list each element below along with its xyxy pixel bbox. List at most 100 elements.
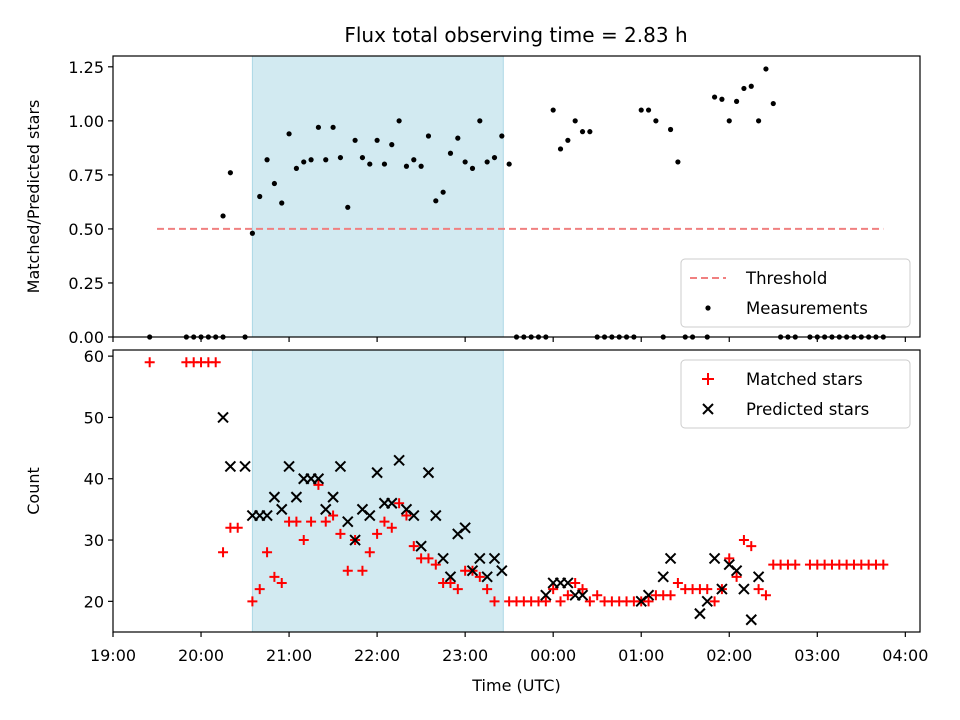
matched-star-point [423, 553, 434, 564]
measurement-point [389, 142, 395, 148]
measurement-point [447, 150, 454, 156]
matched-star-point [291, 516, 302, 527]
matched-star-point [372, 528, 383, 539]
predicted-star-point [745, 614, 757, 626]
predicted-star-point [327, 491, 339, 503]
measurement-point [499, 133, 505, 139]
matched-star-point [445, 577, 456, 588]
matched-star-point [489, 596, 500, 607]
matched-star-point [247, 596, 258, 607]
predicted-star-point [562, 577, 574, 589]
predicted-star-point [657, 571, 669, 583]
matched-star-point [665, 590, 676, 601]
matched-star-point [724, 553, 735, 564]
measurement-point [748, 83, 754, 89]
measurement-point [249, 230, 255, 236]
measurement-point [418, 163, 424, 169]
predicted-star-point [386, 497, 398, 509]
predicted-star-point [474, 552, 486, 565]
matched-star-point [320, 516, 331, 527]
predicted-star-point [320, 503, 332, 516]
matched-star-point [430, 559, 441, 570]
series-predicted-stars [217, 411, 765, 626]
predicted-star-point [290, 491, 303, 503]
predicted-star-point [701, 595, 713, 608]
measurement-point [396, 118, 402, 124]
measurement-point [440, 189, 446, 195]
y-tick-label: 0.75 [68, 166, 104, 185]
top-panel: 0.00 0.25 0.50 0.75 1.00 1.25 Matched/Predicte… [24, 55, 921, 347]
matched-star-point [577, 584, 588, 595]
predicted-star-point [342, 515, 354, 528]
matched-star-point [276, 577, 287, 588]
predicted-star-point [349, 534, 361, 546]
measurement-point [411, 157, 417, 163]
predicted-star-point [239, 460, 251, 473]
x-axis-label: Time (UTC) [471, 676, 560, 695]
x-tick-label: 00:00 [530, 646, 576, 665]
legend-box [680, 258, 911, 328]
measurement-point [572, 118, 578, 124]
measurement-point [315, 124, 322, 130]
matched-star-point [672, 577, 683, 588]
predicted-star-point [459, 522, 471, 534]
matched-star-point [878, 559, 889, 570]
matched-star-point [306, 516, 317, 527]
shaded-span [251, 55, 504, 338]
matched-star-point [357, 565, 368, 576]
matched-star-point [790, 559, 801, 570]
measurement-point [345, 204, 351, 210]
predicted-star-point [268, 491, 281, 503]
matched-star-point [218, 547, 229, 558]
measurement-point [506, 161, 512, 167]
axes-frame [112, 349, 921, 633]
measurement-point [741, 85, 747, 92]
measurement-point [645, 107, 652, 113]
predicted-star-point [642, 589, 655, 601]
measurement-point [579, 129, 586, 135]
predicted-star-point [694, 607, 706, 620]
matched-star-point [482, 584, 493, 595]
measurement-point [279, 200, 285, 206]
measurement-point [477, 118, 483, 124]
measurement-point [462, 159, 468, 165]
matched-star-point [144, 357, 155, 368]
measurement-point [675, 159, 681, 165]
y-tick-label: 40 [84, 470, 104, 489]
legend: Matched stars Predicted stars [680, 359, 911, 429]
predicted-star-point [430, 509, 442, 522]
predicted-star-point [217, 411, 229, 424]
matched-star-point [408, 541, 419, 552]
measurement-point [308, 157, 314, 163]
x-tick-label: 19:00 [90, 646, 136, 665]
x-tick-label: 02:00 [706, 646, 752, 665]
measurement-point [711, 94, 718, 100]
measurement-point [271, 180, 277, 187]
matched-star-point [746, 541, 757, 552]
predicted-star-point [334, 460, 347, 473]
predicted-star-point [664, 552, 677, 565]
matched-star-point [452, 584, 463, 595]
measurement-point [433, 198, 439, 204]
y-tick-label: 50 [84, 408, 104, 427]
predicted-star-point [437, 552, 449, 565]
predicted-star-point [364, 509, 376, 522]
shaded-span [251, 349, 504, 633]
matched-star-point [753, 584, 764, 595]
measurement-point [359, 154, 366, 161]
measurement-point [403, 163, 410, 169]
measurement-point [557, 146, 564, 152]
measurement-point [367, 161, 373, 167]
measurement-point [220, 213, 226, 219]
legend-measurement-marker [705, 305, 711, 311]
y-tick-label: 0.00 [68, 328, 104, 347]
measurement-point [719, 96, 725, 102]
measurement-point [337, 154, 344, 161]
matched-star-point [328, 510, 339, 521]
predicted-star-point [224, 460, 237, 473]
legend-label: Predicted stars [746, 400, 869, 419]
y-tick-label: 20 [84, 592, 104, 611]
measurement-point [587, 129, 593, 135]
measurement-point [733, 98, 740, 104]
measurement-point [770, 100, 776, 107]
